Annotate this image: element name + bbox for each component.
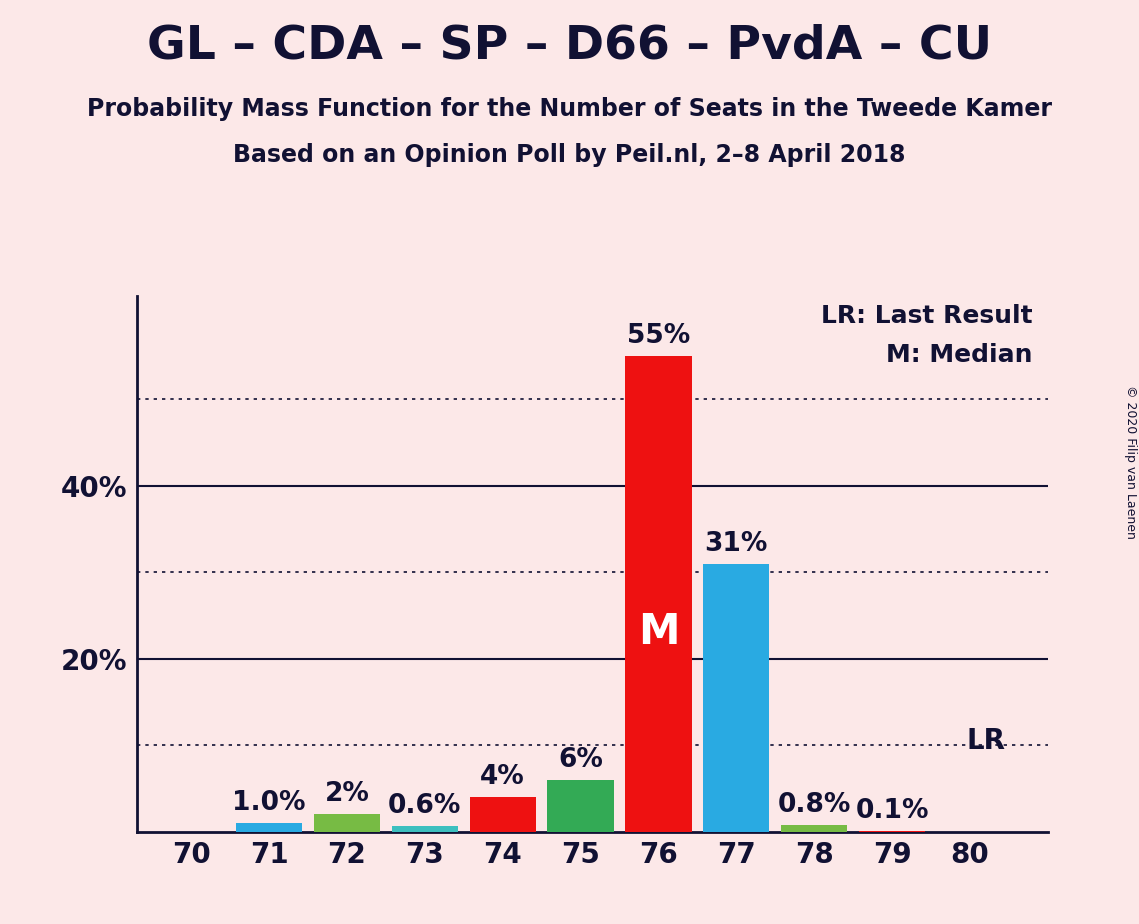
Text: 55%: 55% <box>626 323 690 349</box>
Text: 4%: 4% <box>481 764 525 790</box>
Text: 6%: 6% <box>558 747 603 772</box>
Bar <box>703 564 770 832</box>
Text: M: Median: M: Median <box>886 343 1032 367</box>
Text: 1.0%: 1.0% <box>232 790 306 816</box>
Text: LR: LR <box>966 727 1005 755</box>
Bar <box>625 356 691 832</box>
Text: M: M <box>638 611 679 653</box>
Text: 2%: 2% <box>325 782 369 808</box>
Text: GL – CDA – SP – D66 – PvdA – CU: GL – CDA – SP – D66 – PvdA – CU <box>147 23 992 68</box>
Text: © 2020 Filip van Laenen: © 2020 Filip van Laenen <box>1124 385 1137 539</box>
Text: LR: Last Result: LR: Last Result <box>821 304 1032 328</box>
Bar <box>469 797 535 832</box>
Bar <box>781 825 847 832</box>
Text: 0.6%: 0.6% <box>388 794 461 820</box>
Text: Based on an Opinion Poll by Peil.nl, 2–8 April 2018: Based on an Opinion Poll by Peil.nl, 2–8… <box>233 143 906 167</box>
Bar <box>314 814 380 832</box>
Text: 31%: 31% <box>705 530 768 557</box>
Bar <box>236 823 302 832</box>
Text: 0.8%: 0.8% <box>778 792 851 818</box>
Bar <box>392 826 458 832</box>
Text: Probability Mass Function for the Number of Seats in the Tweede Kamer: Probability Mass Function for the Number… <box>87 97 1052 121</box>
Text: 0.1%: 0.1% <box>855 797 929 824</box>
Bar <box>548 780 614 832</box>
